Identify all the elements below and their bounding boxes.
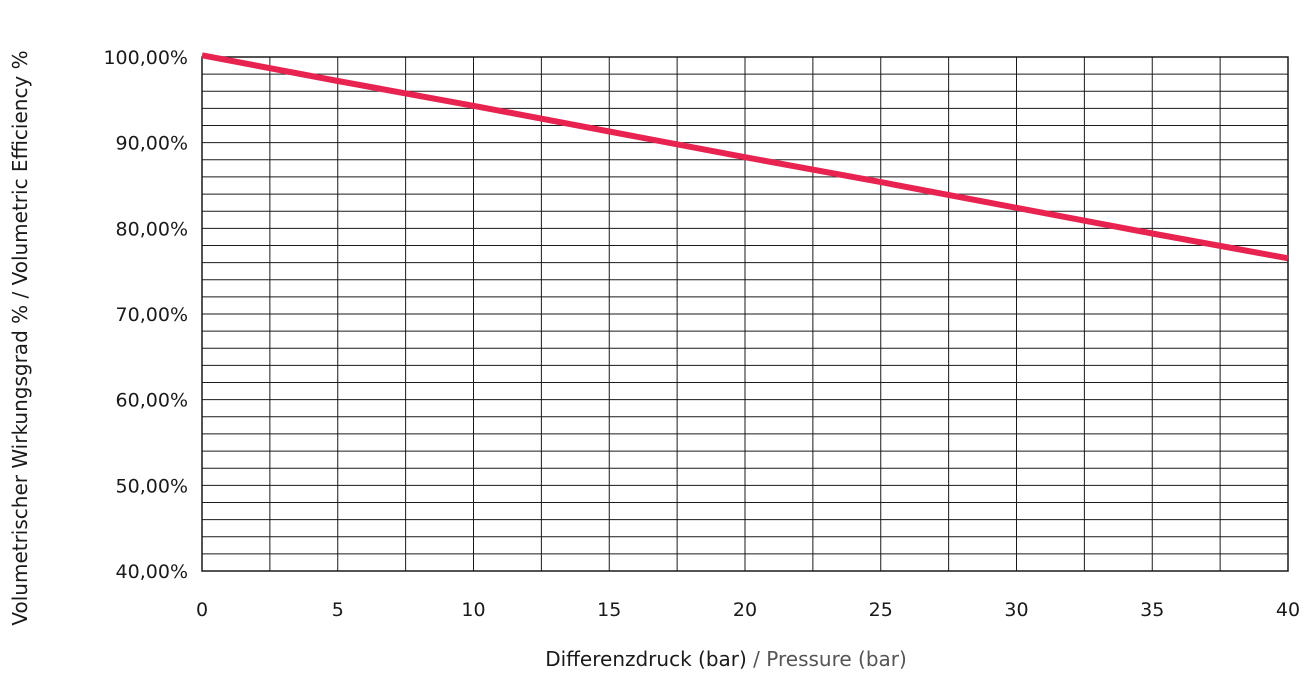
x-tick-label: 5 [332,599,344,621]
efficiency-series-line [201,52,1289,262]
x-tick-label: 20 [733,599,757,621]
plot-frame [201,56,1289,572]
x-tick-label: 10 [461,599,485,621]
x-tick-label: 30 [1004,599,1028,621]
y-tick-label: 80,00% [116,218,188,240]
x-axis-title: Differenzdruck (bar) / Pressure (bar) [545,647,907,671]
y-tick-label: 60,00% [116,390,188,412]
x-tick-label: 25 [869,599,893,621]
x-tick-label: 15 [597,599,621,621]
y-tick-label: 90,00% [116,133,188,155]
grid [202,57,1288,571]
y-tick-label: 70,00% [116,304,188,326]
x-axis-title-primary: Differenzdruck (bar) [545,647,747,671]
y-tick-label: 100,00% [103,47,188,69]
x-tick-label: 40 [1276,599,1300,621]
x-tick-label: 35 [1140,599,1164,621]
y-tick-label: 40,00% [116,561,188,583]
series-layer [201,52,1289,262]
x-axis-title-secondary: / Pressure (bar) [753,647,907,671]
y-tick-labels: 40,00% 50,00% 60,00% 70,00% 80,00% 90,00% 100,… [103,47,188,583]
x-tick-label: 0 [196,599,208,621]
y-tick-label: 50,00% [116,475,188,497]
x-tick-labels: 0 5 10 15 20 25 30 35 40 [196,599,1300,621]
y-axis-title: Volumetrischer Wirkungsgrad % / Volumetr… [8,50,32,625]
